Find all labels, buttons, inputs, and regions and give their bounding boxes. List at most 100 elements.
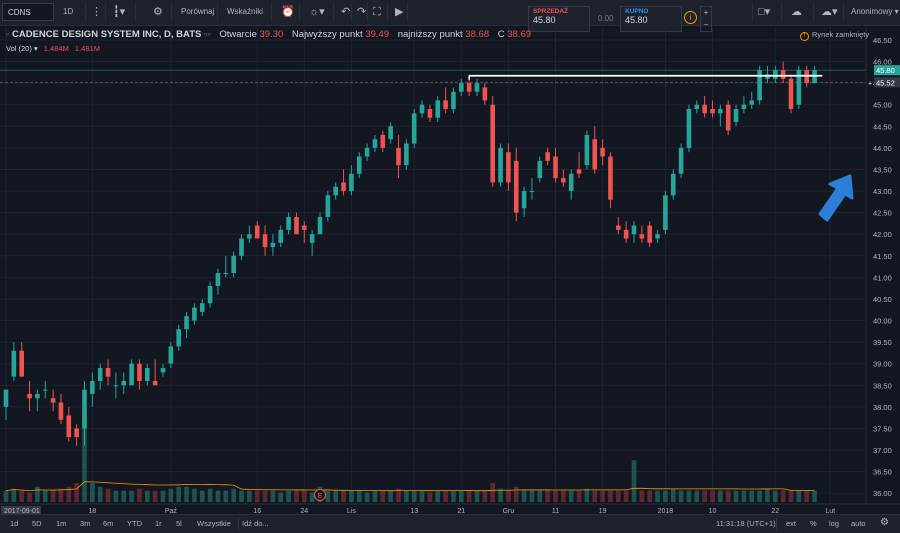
candle-body [42, 389, 48, 391]
replay-play-icon[interactable]: ▶ [390, 3, 408, 21]
price-tick-label: 46.00 [873, 58, 892, 67]
settings-gear-icon[interactable]: ⚙ [148, 3, 172, 21]
candle-body [302, 225, 307, 230]
candle-body [388, 126, 393, 140]
candle-body [749, 100, 755, 105]
volume-bar [66, 486, 72, 502]
buy-button[interactable]: KUPNO 45.80 [620, 6, 682, 32]
log-toggle[interactable]: log [829, 519, 840, 528]
price-axis[interactable]: 36.00 36.50 37.00 37.50 38.00 38.50 39.00 39.50… [865, 27, 900, 504]
volume-bar [105, 488, 111, 502]
candle-body [404, 143, 409, 166]
volume-bar [262, 490, 268, 502]
price-tick-label: 40.50 [873, 295, 892, 304]
cloud-load-icon[interactable]: ☁▾ [816, 3, 844, 21]
volume-bar [725, 490, 731, 502]
volume-bar [804, 490, 809, 502]
range-6m[interactable]: 6m [103, 519, 114, 528]
volume-bar [686, 490, 692, 502]
candle-body [333, 186, 338, 196]
idea-bulb-icon[interactable]: ☼▾ [304, 3, 334, 21]
price-tick-label: 42.00 [873, 230, 892, 239]
candle-body [97, 368, 103, 381]
range-ytd[interactable]: YTD [127, 519, 142, 528]
volume-bar [325, 490, 331, 502]
candle-body [270, 242, 276, 248]
chart-style-icon[interactable]: ┇▾ [108, 3, 136, 21]
range-1d[interactable]: 1d [10, 519, 19, 528]
indicators-button[interactable]: Wskaźniki [222, 3, 272, 21]
volume-bar [309, 492, 315, 502]
range-all[interactable]: Wszystkie [197, 519, 231, 528]
layout-icon[interactable]: □▾ [752, 3, 782, 21]
price-label-bg [874, 65, 900, 76]
candle-body [521, 191, 527, 209]
candle-body [780, 70, 786, 79]
interval-selector[interactable]: 1D [58, 3, 86, 21]
volume-bar [670, 488, 676, 502]
volume-bar [239, 490, 244, 502]
compare-button[interactable]: Porównaj [176, 3, 218, 21]
candle-body [411, 113, 417, 144]
candle-body [239, 238, 244, 256]
auto-toggle[interactable]: auto [851, 519, 866, 528]
volume-label[interactable]: Vol (20) [6, 44, 32, 53]
ext-toggle[interactable]: ext [786, 519, 797, 528]
goto-date-button[interactable]: Idź do... [242, 519, 269, 528]
price-tick-label: 46.50 [873, 36, 892, 45]
range-5l[interactable]: 5l [176, 519, 182, 528]
fullscreen-icon[interactable]: ⛶ [368, 3, 388, 21]
candle-body [623, 229, 629, 239]
percent-toggle[interactable]: % [810, 519, 817, 528]
annotation-arrow-icon [818, 174, 854, 222]
volume-bar [655, 490, 660, 502]
divider [776, 518, 777, 530]
volume-bar [278, 492, 284, 502]
range-3m[interactable]: 3m [80, 519, 91, 528]
collapse-icon[interactable]: ▫ [6, 29, 10, 40]
buy-value: 45.80 [625, 15, 648, 25]
candle-body [262, 234, 268, 248]
quantity-stepper[interactable]: + − [700, 6, 712, 32]
candle-body [427, 109, 433, 118]
candle-body [129, 363, 134, 386]
price-tick-label: 39.50 [873, 338, 892, 347]
volume-bar [482, 490, 488, 502]
candle-body [757, 70, 762, 101]
volume-bar [341, 490, 346, 502]
candle-body [152, 380, 158, 386]
range-5d[interactable]: 5D [32, 519, 42, 528]
high-label: Najwyższy punkt [291, 29, 363, 40]
info-icon[interactable]: i [684, 11, 697, 24]
undo-icon[interactable]: ↶ [336, 3, 352, 21]
candle-body [710, 109, 715, 114]
range-1r[interactable]: 1r [155, 519, 162, 528]
more-menu-icon[interactable]: ⋮ [86, 3, 106, 21]
volume-bar [757, 490, 762, 502]
legend-settings-icon[interactable]: ▫▫ [203, 29, 211, 40]
candle-body [349, 173, 354, 192]
settings-gear-icon[interactable]: ⚙ [880, 517, 889, 528]
volume-bar [568, 490, 574, 502]
volume-bar [616, 490, 621, 502]
symbol-input[interactable]: CDNS [2, 3, 54, 21]
account-menu[interactable]: Anonimowy ▾ [851, 7, 899, 16]
time-axis[interactable]: 2017-09-01 18 Paź 16 24 Lis 13 21 Gru 11 19 2018 10 2… [0, 503, 900, 515]
clock-time[interactable]: 11:31:18 (UTC+1) [716, 519, 776, 528]
volume-bar [152, 490, 158, 502]
candle-body [773, 70, 778, 79]
candle-body [74, 428, 79, 438]
alert-icon[interactable]: ⏰ [276, 3, 300, 21]
redo-icon[interactable]: ↷ [352, 3, 368, 21]
volume-bar [372, 490, 378, 502]
range-1m[interactable]: 1m [56, 519, 67, 528]
candle-body [718, 109, 723, 114]
sell-button[interactable]: SPRZEDAŻ 45.80 [528, 6, 590, 32]
sell-label: SPRZEDAŻ [533, 8, 569, 15]
cloud-save-icon[interactable]: ☁ [786, 3, 814, 21]
candle-body [3, 389, 9, 407]
volume-bar [812, 490, 817, 502]
bottom-bar: 1d 5D 1m 3m 6m YTD 1r 5l Wszystkie Idź d… [0, 514, 900, 533]
candle-body [466, 83, 472, 92]
